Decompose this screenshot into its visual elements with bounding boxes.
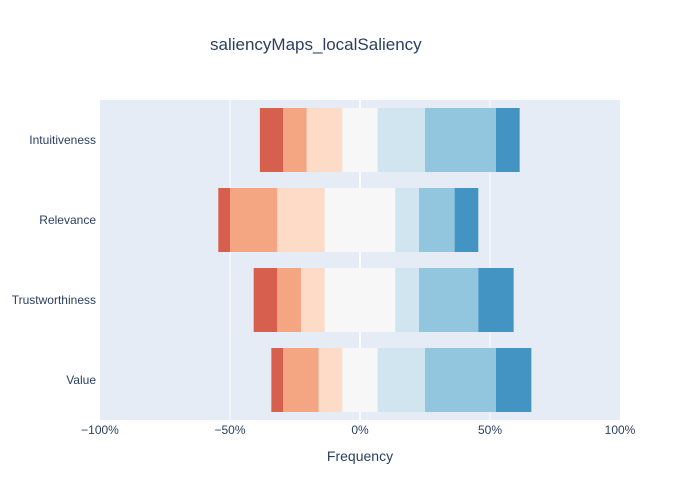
bar-segment xyxy=(318,348,343,412)
y-tick-label: Trustworthiness xyxy=(12,293,96,307)
x-tick-label: 100% xyxy=(605,423,636,437)
bar-segment xyxy=(419,188,455,252)
bar-segment xyxy=(377,108,425,172)
bar-segment xyxy=(495,348,532,412)
x-axis-ticks: −100% −50% 0% 50% 100% xyxy=(81,423,636,437)
bar-segment xyxy=(230,188,278,252)
bar-segment xyxy=(377,348,425,412)
bar-segment xyxy=(277,188,325,252)
bar-segment xyxy=(419,268,479,332)
bar-segment xyxy=(342,108,378,172)
bar-segment xyxy=(283,348,319,412)
bar-segment xyxy=(495,108,520,172)
x-tick-label: −50% xyxy=(214,423,245,437)
bar-segment xyxy=(478,268,514,332)
bar-segment xyxy=(425,108,496,172)
bar-segment xyxy=(395,188,420,252)
bar-segment xyxy=(425,348,496,412)
y-axis-ticks: Intuitiveness Relevance Trustworthiness Val… xyxy=(12,133,97,387)
bar-segment xyxy=(271,348,284,412)
bar-segment xyxy=(259,108,284,172)
y-tick-label: Relevance xyxy=(39,213,96,227)
bar-segment xyxy=(253,268,278,332)
bar-segment xyxy=(277,268,301,332)
bar-segment xyxy=(395,268,420,332)
bar-segment xyxy=(454,188,479,252)
y-tick-label: Intuitiveness xyxy=(29,133,96,147)
y-tick-label: Value xyxy=(66,373,96,387)
x-tick-label: −100% xyxy=(81,423,119,437)
x-tick-label: 50% xyxy=(478,423,502,437)
x-axis-label: Frequency xyxy=(327,448,393,464)
bars-group xyxy=(218,108,532,412)
bar-segment xyxy=(300,268,325,332)
bar-segment xyxy=(306,108,343,172)
bar-segment xyxy=(342,348,378,412)
x-tick-label: 0% xyxy=(351,423,369,437)
chart-title: saliencyMaps_localSaliency xyxy=(210,35,422,54)
bar-segment xyxy=(218,188,230,252)
bar-segment xyxy=(283,108,307,172)
bar-segment xyxy=(324,188,396,252)
bar-segment xyxy=(324,268,396,332)
